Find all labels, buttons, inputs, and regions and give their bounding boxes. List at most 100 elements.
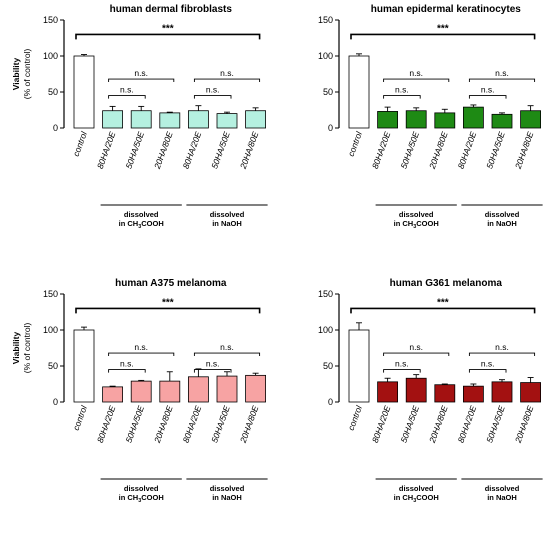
x-tick-label: control: [71, 403, 90, 431]
group-label-line2: in CH3COOH: [119, 219, 164, 230]
significance-bracket: [383, 95, 421, 99]
group-label-line2: in CH3COOH: [119, 493, 164, 504]
group-label-line1: dissolved: [485, 484, 520, 493]
significance-bracket: [468, 352, 536, 357]
significance-label: n.s.: [481, 359, 495, 369]
y-tick-label: 50: [48, 87, 58, 97]
x-tick-label: 20HA/80E: [512, 130, 535, 171]
significance-label: n.s.: [220, 342, 234, 352]
significance-label: n.s.: [481, 85, 495, 95]
y-tick-label: 0: [328, 397, 333, 407]
bar-20HA/80E: [245, 110, 267, 129]
bar-50HA/50E: [405, 110, 427, 129]
significance-label: n.s.: [495, 68, 509, 78]
significance-bracket: [193, 95, 232, 99]
y-tick-label: 100: [43, 325, 58, 335]
x-tick-label: 50HA/50E: [484, 404, 507, 444]
bar-20HA/80E: [159, 380, 181, 403]
group-label-text: COOH: [141, 493, 164, 502]
bar-control: [348, 55, 370, 129]
group-label-line1: dissolved: [399, 484, 434, 493]
bar-20HA/80E: [520, 110, 542, 129]
significance-bracket: [383, 352, 450, 357]
bar-20HA/80E: [434, 384, 456, 403]
significance-label: ***: [162, 23, 174, 34]
chart-panel-2: human epidermal keratinocytes 0 50 100 150 co…: [318, 4, 543, 230]
chart-title: human dermal fibroblasts: [110, 4, 233, 15]
group-label-line2: in CH3COOH: [394, 219, 439, 230]
group-label-line1: dissolved: [210, 484, 245, 493]
bar-80HA/20E: [187, 376, 209, 403]
bar-50HA/50E: [405, 377, 427, 403]
group-label-line2: in NaOH: [487, 493, 517, 502]
x-tick-label: 80HA/20E: [181, 130, 204, 170]
chart-title: human A375 melanoma: [115, 278, 227, 289]
x-tick-label: 20HA/80E: [512, 404, 535, 445]
x-tick-label: 80HA/20E: [456, 130, 479, 170]
x-tick-label: 50HA/50E: [123, 404, 146, 444]
significance-label: n.s.: [395, 85, 409, 95]
bar-20HA/80E: [520, 382, 542, 403]
group-label-text: in CH: [394, 219, 414, 228]
group-label-text: in NaOH: [212, 493, 242, 502]
significance-bracket: [108, 352, 175, 357]
x-tick-label: 50HA/50E: [209, 130, 232, 170]
significance-label: n.s.: [206, 359, 220, 369]
y-tick-label: 150: [318, 15, 333, 25]
y-tick-label: 100: [43, 51, 58, 61]
bar-80HA/20E: [102, 386, 123, 403]
bar-80HA/20E: [102, 110, 123, 129]
y-axis-sublabel: (% of control): [22, 49, 32, 100]
y-tick-label: 50: [323, 361, 333, 371]
significance-label: ***: [437, 297, 449, 308]
bar-50HA/50E: [491, 381, 513, 403]
x-tick-label: 50HA/50E: [398, 130, 421, 170]
x-tick-label: 50HA/50E: [123, 130, 146, 170]
group-label-subscript: 3: [138, 224, 141, 230]
significance-label: n.s.: [120, 85, 134, 95]
group-label-subscript: 3: [413, 224, 416, 230]
significance-bracket: [350, 33, 536, 40]
group-label-subscript: 3: [413, 498, 416, 504]
group-label-text: in CH: [119, 493, 139, 502]
significance-bracket: [468, 95, 507, 99]
significance-label: n.s.: [120, 359, 134, 369]
bar-80HA/20E: [377, 111, 398, 129]
significance-label: ***: [162, 297, 174, 308]
x-tick-label: 20HA/80E: [427, 404, 450, 445]
group-label-line1: dissolved: [485, 210, 520, 219]
x-tick-label: 80HA/20E: [370, 130, 393, 170]
bar-80HA/20E: [187, 110, 209, 129]
y-tick-label: 150: [43, 289, 58, 299]
significance-label: n.s.: [409, 342, 423, 352]
y-axis-label: Viability: [11, 58, 21, 91]
group-label-subscript: 3: [138, 498, 141, 504]
significance-bracket: [383, 369, 421, 373]
group-label-text: COOH: [416, 493, 439, 502]
x-tick-label: 80HA/20E: [456, 404, 479, 444]
bar-20HA/80E: [159, 112, 181, 129]
bar-control: [73, 329, 95, 403]
bar-20HA/80E: [245, 374, 267, 403]
group-label-line1: dissolved: [124, 484, 159, 493]
significance-label: n.s.: [220, 68, 234, 78]
x-tick-label: 80HA/20E: [181, 404, 204, 444]
significance-bracket: [383, 78, 450, 83]
bar-50HA/50E: [216, 113, 238, 129]
y-tick-label: 50: [323, 87, 333, 97]
x-tick-label: 20HA/80E: [152, 130, 175, 171]
significance-bracket: [108, 78, 175, 83]
group-label-text: in NaOH: [487, 493, 517, 502]
significance-label: n.s.: [134, 342, 148, 352]
group-label-text: COOH: [141, 219, 164, 228]
y-tick-label: 150: [318, 289, 333, 299]
y-tick-label: 0: [328, 123, 333, 133]
x-tick-label: 20HA/80E: [427, 130, 450, 171]
significance-bracket: [108, 95, 146, 99]
group-label-line2: in NaOH: [212, 493, 242, 502]
group-label-line2: in NaOH: [487, 219, 517, 228]
bar-control: [73, 55, 95, 129]
x-tick-label: 80HA/20E: [95, 404, 118, 444]
bar-80HA/20E: [377, 381, 398, 403]
significance-bracket: [193, 369, 232, 373]
